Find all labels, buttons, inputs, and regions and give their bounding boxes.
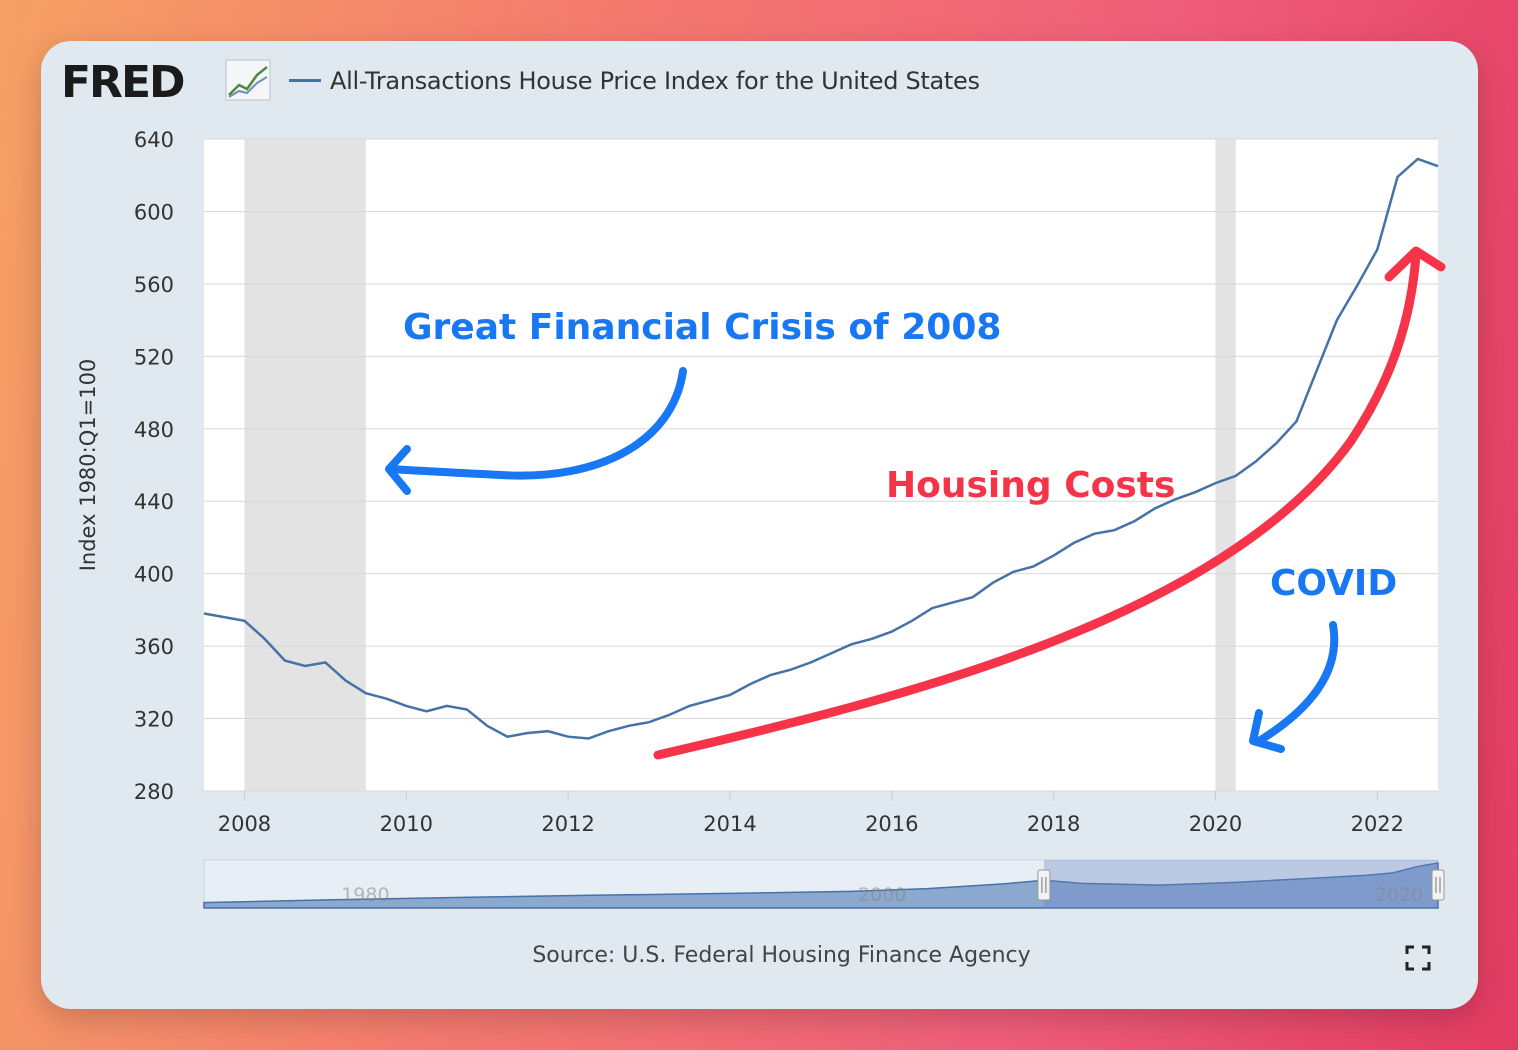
expand-icon[interactable] (1405, 945, 1431, 971)
chart-svg: 280 320 360 400 440 480 520 560 600 640 2008 2010 20… (76, 128, 1446, 909)
navigator-tick-label: 2000 (858, 884, 906, 906)
chart-card: FRED ® All-Transactions House Price Inde… (41, 41, 1478, 1009)
gfc-arrowhead (385, 445, 411, 495)
x-tick-label: 2008 (218, 812, 271, 836)
recession-band (244, 139, 366, 791)
recession-band (1215, 139, 1236, 791)
legend-series-label[interactable]: All-Transactions House Price Index for t… (330, 67, 980, 95)
fred-logo-text: FRED (61, 57, 186, 108)
covid-arrow (1255, 621, 1339, 745)
x-tick-label: 2018 (1027, 812, 1080, 836)
housing-arrow (653, 250, 1421, 760)
navigator-tick-label: 2020 (1375, 884, 1423, 906)
legend-swatch (289, 79, 321, 82)
line-chart-icon (225, 59, 271, 101)
gfc-arrow (387, 367, 687, 480)
source-note: Source: U.S. Federal Housing Finance Age… (532, 943, 1031, 968)
x-tick-label: 2022 (1351, 812, 1404, 836)
y-tick-label: 320 (134, 708, 174, 732)
navigator-tick-label: 1980 (341, 884, 389, 906)
housing-arrowhead (1384, 246, 1446, 282)
annotation-great-financial-crisis: Great Financial Crisis of 2008 (403, 307, 1002, 348)
series-line (203, 157, 1439, 740)
y-tick-label: 600 (134, 200, 174, 224)
annotation-covid: COVID (1270, 563, 1398, 604)
annotation-housing-costs: Housing Costs (886, 465, 1176, 506)
y-tick-label: 640 (134, 128, 174, 152)
y-tick-label: 520 (134, 345, 174, 369)
y-tick-label: 400 (134, 563, 174, 587)
y-tick-label: 560 (134, 273, 174, 297)
x-tick-label: 2012 (541, 812, 594, 836)
y-tick-label: 280 (134, 780, 174, 804)
fred-logo[interactable]: FRED (61, 57, 186, 108)
x-tick-label: 2020 (1189, 812, 1242, 836)
navigator-handle-left[interactable] (1037, 869, 1051, 901)
navigator-handle-right[interactable] (1431, 869, 1445, 901)
y-tick-label: 440 (134, 490, 174, 514)
x-tick-label: 2010 (380, 812, 433, 836)
y-tick-label: 480 (134, 418, 174, 442)
y-tick-label: 360 (134, 635, 174, 659)
navigator-area (203, 862, 1439, 909)
navigator-selection (1043, 860, 1438, 908)
covid-arrowhead (1249, 709, 1285, 753)
y-axis-label: Index 1980:Q1=100 (76, 359, 100, 572)
x-tick-label: 2014 (703, 812, 756, 836)
x-tick-label: 2016 (865, 812, 918, 836)
